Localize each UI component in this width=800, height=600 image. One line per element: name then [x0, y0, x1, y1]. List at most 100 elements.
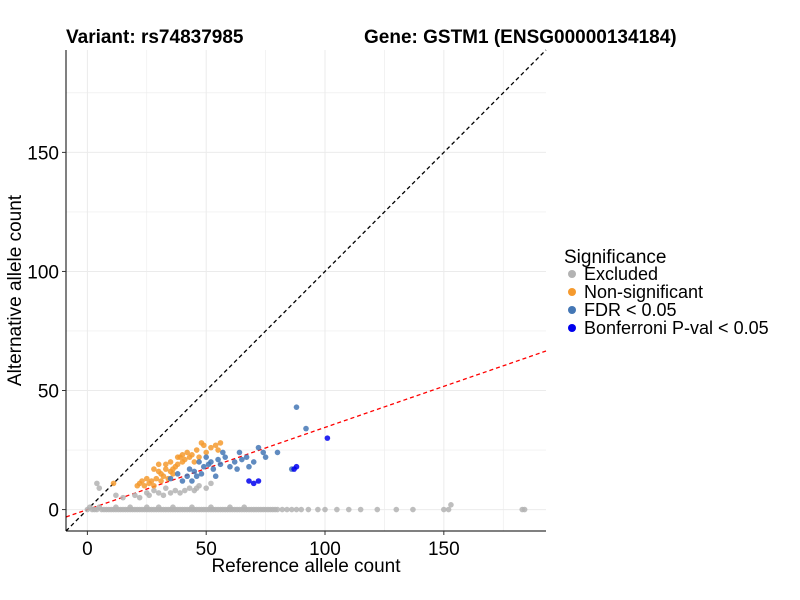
point-fdr-0-05: [201, 463, 207, 470]
point-fdr-0-05: [262, 454, 269, 460]
x-tick-label: 150: [428, 539, 460, 560]
legend-label-excluded: Excluded: [584, 264, 658, 284]
point-non-significant: [215, 447, 221, 453]
point-non-significant: [167, 459, 174, 465]
point-excluded: [315, 506, 321, 513]
point-non-significant: [170, 471, 176, 477]
point-excluded: [227, 504, 233, 510]
point-excluded: [151, 487, 157, 494]
reference-line-fitted: [65, 350, 547, 518]
point-excluded: [120, 494, 126, 501]
point-bonferroni-p-val-0-05: [246, 478, 252, 484]
point-fdr-0-05: [196, 459, 202, 465]
point-fdr-0-05: [184, 473, 190, 480]
point-non-significant: [110, 480, 117, 487]
point-fdr-0-05: [227, 463, 233, 470]
point-fdr-0-05: [210, 466, 217, 472]
point-excluded: [172, 487, 179, 494]
chart-title-variant: Variant: rs74837985: [66, 27, 244, 48]
legend-key-non-significant: [568, 288, 576, 296]
legend-key-bonferroni-p-val-0-05: [568, 324, 576, 332]
point-fdr-0-05: [189, 478, 195, 484]
point-fdr-0-05: [215, 456, 221, 463]
point-excluded: [113, 492, 119, 499]
legend-title: Significance: [564, 247, 666, 268]
point-excluded: [345, 506, 352, 513]
y-tick-label: 150: [27, 143, 59, 164]
point-fdr-0-05: [260, 449, 267, 456]
point-non-significant: [179, 452, 186, 458]
point-non-significant: [160, 473, 167, 480]
grid-lines: [66, 50, 546, 531]
point-non-significant: [148, 478, 155, 484]
point-excluded: [96, 485, 103, 491]
point-excluded: [445, 506, 452, 513]
data-points: [84, 404, 528, 513]
point-non-significant: [143, 475, 150, 482]
reference-line-y-x: [65, 49, 547, 532]
point-excluded: [143, 504, 150, 510]
legend: Significance ExcludedNon-significantFDR …: [564, 247, 769, 338]
point-fdr-0-05: [303, 425, 309, 432]
y-tick-label: 0: [48, 501, 59, 522]
point-excluded: [208, 480, 214, 487]
point-non-significant: [155, 461, 162, 468]
point-fdr-0-05: [239, 456, 245, 463]
point-fdr-0-05: [174, 471, 181, 477]
x-tick-label: 0: [82, 539, 93, 560]
point-fdr-0-05: [255, 444, 262, 451]
point-excluded: [284, 506, 290, 513]
point-excluded: [186, 485, 193, 491]
point-fdr-0-05: [220, 449, 226, 456]
point-non-significant: [191, 459, 198, 465]
y-axis-title: Alternative allele count: [5, 194, 26, 386]
point-excluded: [441, 506, 447, 513]
point-fdr-0-05: [212, 473, 219, 480]
point-bonferroni-p-val-0-05: [291, 466, 297, 472]
point-non-significant: [201, 442, 207, 449]
point-excluded: [293, 506, 300, 513]
point-excluded: [170, 504, 176, 510]
point-non-significant: [203, 449, 209, 456]
legend-label-bonferroni-p-val-0-05: Bonferroni P-val < 0.05: [584, 318, 769, 338]
point-fdr-0-05: [186, 466, 193, 472]
point-excluded: [279, 506, 286, 513]
point-fdr-0-05: [250, 459, 257, 465]
point-excluded: [521, 506, 528, 513]
point-non-significant: [217, 440, 224, 446]
point-excluded: [274, 506, 281, 513]
point-excluded: [374, 506, 381, 513]
point-fdr-0-05: [293, 404, 300, 410]
point-non-significant: [151, 482, 157, 489]
point-fdr-0-05: [179, 478, 186, 484]
point-fdr-0-05: [222, 454, 229, 460]
point-non-significant: [174, 454, 181, 460]
legend-label-non-significant: Non-significant: [584, 282, 703, 302]
x-axis-title: Reference allele count: [211, 556, 401, 577]
point-fdr-0-05: [236, 449, 243, 456]
point-excluded: [182, 487, 188, 494]
point-non-significant: [163, 466, 169, 472]
point-excluded: [155, 504, 162, 510]
point-non-significant: [182, 456, 188, 463]
point-excluded: [241, 504, 248, 510]
point-non-significant: [158, 478, 164, 484]
point-non-significant: [174, 461, 181, 468]
point-excluded: [410, 506, 416, 513]
point-non-significant: [151, 466, 157, 472]
point-excluded: [127, 504, 133, 510]
point-excluded: [334, 506, 340, 513]
point-bonferroni-p-val-0-05: [250, 480, 257, 487]
point-fdr-0-05: [246, 463, 252, 470]
point-excluded: [113, 504, 119, 510]
point-non-significant: [208, 444, 214, 451]
point-excluded: [136, 494, 143, 501]
point-fdr-0-05: [198, 471, 205, 477]
point-excluded: [146, 492, 152, 499]
point-fdr-0-05: [208, 459, 214, 465]
reference-lines: [65, 49, 547, 532]
point-excluded: [288, 506, 295, 513]
point-excluded: [177, 490, 183, 496]
point-excluded: [189, 504, 195, 510]
point-excluded: [208, 504, 214, 510]
